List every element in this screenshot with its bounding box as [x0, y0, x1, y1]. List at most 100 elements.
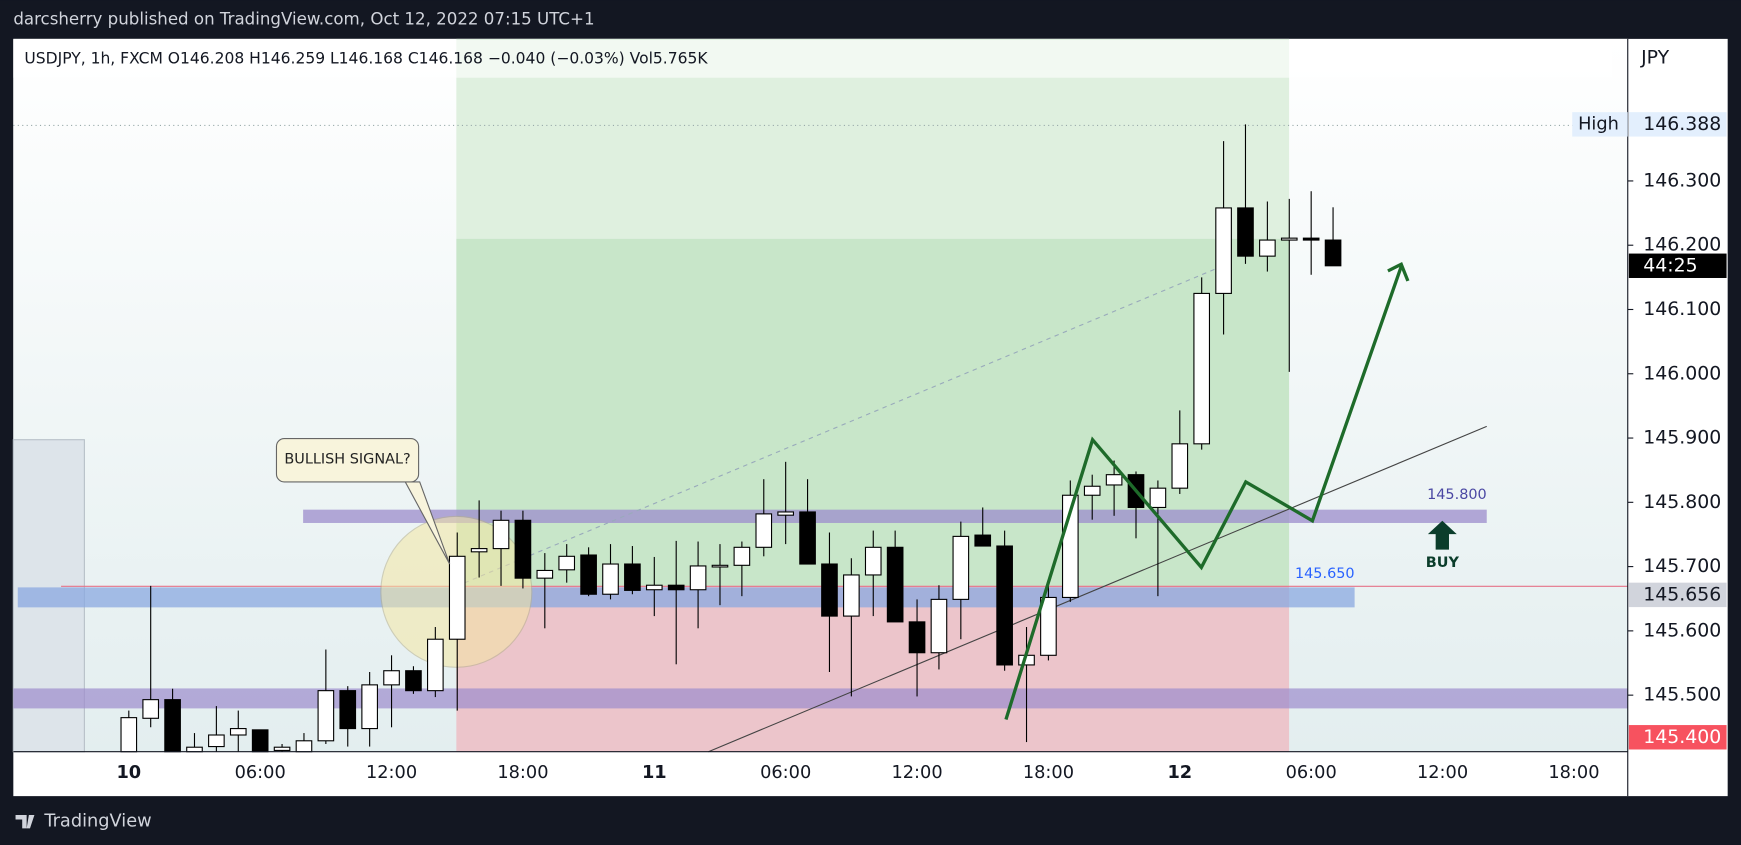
x-tick-label: 06:00 — [1286, 763, 1337, 783]
candle-body — [1215, 207, 1232, 294]
y-tick-label: 145.500 — [1643, 684, 1721, 706]
callout-box — [275, 438, 420, 483]
y-tick-label: 145.700 — [1643, 555, 1721, 577]
candle-body — [427, 638, 444, 692]
candle-body — [777, 511, 794, 516]
price-tag-bg — [1572, 112, 1628, 137]
legend: USDJPY, 1h, FXCM O146.208 H146.259 L146.… — [24, 49, 708, 67]
candle-body — [383, 670, 400, 686]
candle-body — [536, 569, 554, 579]
candle-body — [120, 717, 138, 753]
callout-text: BULLISH SIGNAL? — [284, 452, 410, 468]
candle-body — [886, 546, 904, 623]
x-tick-label: 12:00 — [1417, 763, 1468, 783]
candle-body — [645, 584, 663, 591]
candle-body — [448, 555, 466, 640]
y-tick-label: 145.800 — [1643, 491, 1721, 513]
candle-body — [1280, 237, 1298, 241]
level-label: 145.650 — [1295, 566, 1355, 582]
candle-body — [689, 565, 707, 591]
price-tag: High — [1578, 114, 1619, 134]
chart-title: darcsherry published on TradingView.com,… — [13, 10, 594, 29]
price-label: 146.388 — [1643, 113, 1721, 135]
candle-body — [733, 546, 751, 566]
candle-body — [799, 511, 816, 565]
resistance-band — [303, 509, 1487, 523]
x-tick-label: 18:00 — [1023, 763, 1074, 783]
candle-body — [273, 746, 291, 751]
projection-arrow — [1387, 261, 1410, 282]
x-tick-label: 18:00 — [497, 763, 548, 783]
candle-body — [1105, 474, 1123, 486]
candle-body — [908, 621, 926, 654]
candle-body — [1171, 443, 1189, 489]
y-tick-label: 146.100 — [1643, 298, 1721, 320]
candle-body — [1302, 237, 1320, 241]
candle-body — [1149, 487, 1167, 509]
legend-bg — [13, 39, 1613, 78]
candle-body — [361, 684, 378, 730]
candle-body — [251, 729, 269, 753]
candle-body — [1040, 596, 1057, 656]
candle-body — [667, 584, 685, 591]
candle-body — [1083, 485, 1101, 496]
candle-body — [514, 519, 532, 579]
candle-body — [295, 740, 313, 753]
price-label-bg — [1628, 582, 1727, 608]
price-label-bg — [1628, 112, 1727, 137]
brand-logo — [15, 815, 35, 829]
buy-arrow — [1427, 520, 1457, 550]
candle-body — [317, 690, 335, 742]
candle-body — [164, 699, 181, 753]
x-tick-label: 12 — [1167, 763, 1192, 783]
y-tick-label: 146.000 — [1643, 362, 1721, 384]
y-tick-label: 145.900 — [1643, 427, 1721, 449]
price-label-bg — [1628, 253, 1727, 278]
candle-body — [1237, 207, 1254, 257]
candle-body — [470, 548, 488, 553]
candle-body — [996, 545, 1013, 666]
y-tick-label: 145.600 — [1643, 619, 1721, 641]
candle-body — [229, 728, 247, 736]
currency: JPY — [1640, 46, 1670, 68]
candle-body — [339, 690, 357, 730]
target-zone — [456, 238, 1290, 587]
price-label: 145.400 — [1643, 726, 1721, 748]
x-tick-label: 11 — [642, 763, 667, 783]
candle-body — [1259, 239, 1276, 257]
support-band — [17, 587, 1355, 608]
candle-body — [142, 699, 160, 719]
candle-body — [558, 555, 576, 571]
y-tick-label: 146.300 — [1643, 169, 1721, 191]
candle-body — [580, 554, 597, 595]
brand: TradingView — [43, 812, 151, 832]
price-label: 44:25 — [1643, 254, 1697, 276]
candle-body — [1193, 292, 1211, 445]
candle-body — [208, 734, 225, 748]
x-tick-label: 12:00 — [366, 763, 417, 783]
candle-body — [952, 535, 970, 600]
candle-body — [624, 563, 641, 591]
buy-label: BUY — [1426, 555, 1460, 571]
candle-body — [405, 670, 422, 692]
candle-body — [843, 574, 860, 617]
projection-path — [1004, 265, 1403, 721]
x-tick-label: 18:00 — [1548, 763, 1599, 783]
candle-body — [186, 746, 203, 753]
x-tick-label: 12:00 — [891, 763, 942, 783]
level-label: 145.800 — [1427, 487, 1487, 503]
price-label-bg — [1628, 725, 1727, 750]
candle-body — [602, 563, 619, 595]
candle-body — [1324, 239, 1342, 267]
x-tick-label: 06:00 — [235, 763, 286, 783]
candle-body — [930, 598, 948, 654]
y-tick-label: 146.200 — [1643, 234, 1721, 256]
candle-body — [821, 563, 838, 617]
trend-line — [708, 425, 1487, 753]
candle-body — [974, 534, 992, 547]
x-tick-label: 10 — [116, 763, 141, 783]
candle-body — [864, 546, 882, 576]
candle-body — [711, 564, 729, 568]
